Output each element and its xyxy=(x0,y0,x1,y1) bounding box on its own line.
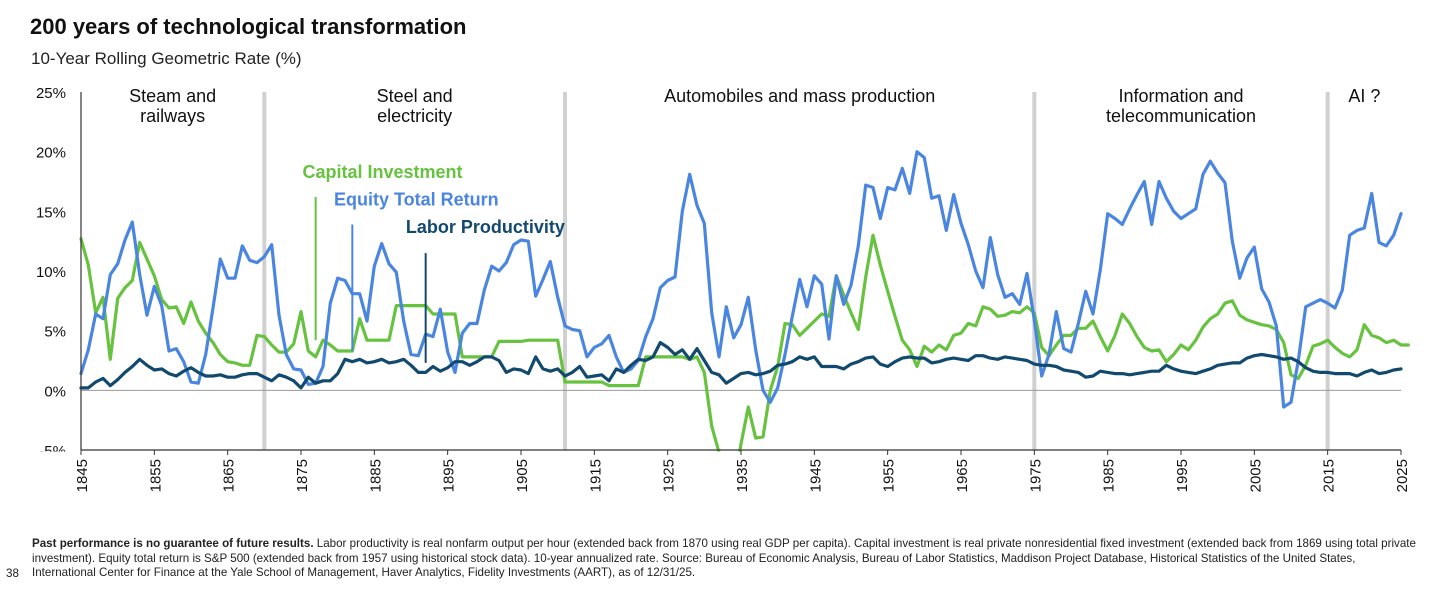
series-label: Equity Total Return xyxy=(334,189,499,209)
x-tick-label: 1855 xyxy=(147,459,164,492)
x-tick-label: 1845 xyxy=(74,459,91,492)
x-tick-label: 1885 xyxy=(367,459,384,492)
x-tick-label: 1905 xyxy=(514,459,531,492)
era-label: Information and xyxy=(1118,86,1243,106)
chart-subtitle: 10-Year Rolling Geometric Rate (%) xyxy=(31,49,302,68)
x-tick-label: 1985 xyxy=(1101,459,1118,492)
y-tick-label: 0% xyxy=(44,383,66,400)
x-tick-label: 1995 xyxy=(1174,459,1191,492)
x-tick-label: 1865 xyxy=(221,459,238,492)
series-line xyxy=(79,150,1403,409)
footnote-text: Labor productivity is real nonfarm outpu… xyxy=(32,537,1416,579)
series-line xyxy=(79,341,1403,390)
era-label: Steam and xyxy=(129,86,216,106)
x-tick-label: 1875 xyxy=(294,459,311,492)
x-tick-label: 1975 xyxy=(1027,459,1044,492)
era-label: Automobiles and mass production xyxy=(664,86,935,106)
x-tick-label: 1935 xyxy=(734,459,751,492)
era-label: AI ? xyxy=(1348,86,1380,106)
series-line xyxy=(79,233,1410,500)
x-tick-label: 1945 xyxy=(807,459,824,492)
page-number: 38 xyxy=(6,567,19,580)
y-tick-label: 25% xyxy=(36,85,66,102)
x-tick-label: 1925 xyxy=(661,459,678,492)
disclaimer-text: Past performance is no guarantee of futu… xyxy=(32,537,314,550)
page-title: 200 years of technological transformatio… xyxy=(30,14,467,39)
footnote: Past performance is no guarantee of futu… xyxy=(32,537,1417,581)
y-tick-label: 5% xyxy=(44,324,66,341)
era-label: telecommunication xyxy=(1106,106,1256,126)
x-tick-label: 1955 xyxy=(881,459,898,492)
era-label: railways xyxy=(140,106,205,126)
y-tick-label: 10% xyxy=(36,264,66,281)
plot-clip xyxy=(0,451,1429,530)
x-tick-label: 2005 xyxy=(1247,459,1264,492)
x-tick-label: 2025 xyxy=(1394,459,1411,492)
series-label: Capital Investment xyxy=(302,162,462,182)
y-tick-label: 20% xyxy=(36,145,66,162)
era-label: electricity xyxy=(377,106,452,126)
era-label: Steel and xyxy=(377,86,453,106)
x-tick-label: 1965 xyxy=(954,459,971,492)
x-tick-label: 2015 xyxy=(1321,459,1338,492)
x-tick-label: 1915 xyxy=(587,459,604,492)
x-tick-label: 1895 xyxy=(441,459,458,492)
series-label: Labor Productivity xyxy=(406,217,565,237)
y-tick-label: 15% xyxy=(36,204,66,221)
